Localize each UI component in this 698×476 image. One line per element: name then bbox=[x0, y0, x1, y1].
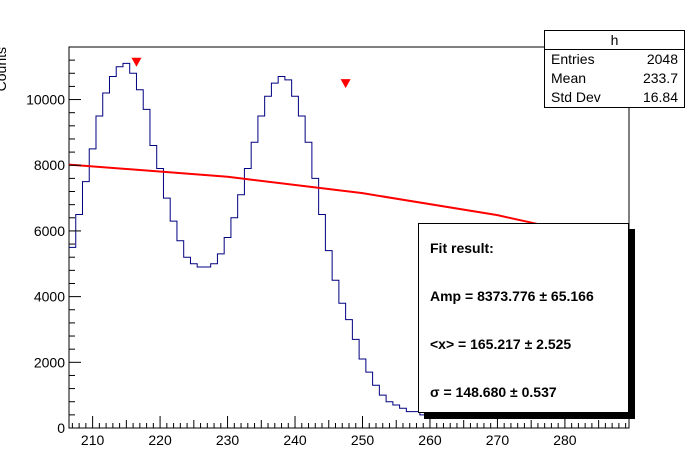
y-tick-label: 8000 bbox=[34, 157, 65, 173]
stats-entries-value: 2048 bbox=[646, 51, 678, 67]
x-tick-label: 220 bbox=[148, 432, 172, 448]
stats-row-stddev: Std Dev 16.84 bbox=[545, 88, 684, 107]
peak-marker-1 bbox=[131, 57, 142, 67]
stats-entries-label: Entries bbox=[551, 51, 595, 67]
y-axis-label: Counts bbox=[0, 47, 9, 91]
stats-mean-value: 233.7 bbox=[642, 70, 678, 86]
x-tick-label: 230 bbox=[216, 432, 240, 448]
fit-mean: <x> = 165.217 ± 2.525 bbox=[430, 336, 572, 352]
x-tick-label: 270 bbox=[486, 432, 510, 448]
y-tick-label: 4000 bbox=[34, 289, 65, 305]
y-tick-label: 10000 bbox=[26, 92, 65, 108]
x-tick-label: 250 bbox=[351, 432, 375, 448]
y-tick-label: 6000 bbox=[34, 223, 65, 239]
stats-title: h bbox=[545, 31, 684, 50]
stats-box: h Entries 2048 Mean 233.7 Std Dev 16.84 bbox=[544, 30, 685, 108]
stats-mean-label: Mean bbox=[551, 70, 587, 86]
fit-amp: Amp = 8373.776 ± 65.166 bbox=[430, 288, 594, 304]
x-tick-label: 280 bbox=[553, 432, 577, 448]
x-tick-label: 260 bbox=[418, 432, 442, 448]
stats-row-mean: Mean 233.7 bbox=[545, 69, 684, 88]
stats-row-entries: Entries 2048 bbox=[545, 50, 684, 69]
x-tick-label: 240 bbox=[283, 432, 307, 448]
y-tick-label: 2000 bbox=[34, 354, 65, 370]
fit-sigma: σ = 148.680 ± 0.537 bbox=[430, 384, 557, 400]
stats-stddev-value: 16.84 bbox=[642, 89, 678, 105]
fit-heading: Fit result: bbox=[430, 240, 494, 256]
stats-stddev-label: Std Dev bbox=[551, 89, 601, 105]
y-tick-label: 0 bbox=[57, 420, 65, 436]
peak-marker-2 bbox=[340, 79, 351, 89]
fit-result-box: Fit result: Amp = 8373.776 ± 65.166 <x> … bbox=[418, 223, 629, 413]
x-tick-label: 210 bbox=[81, 432, 105, 448]
